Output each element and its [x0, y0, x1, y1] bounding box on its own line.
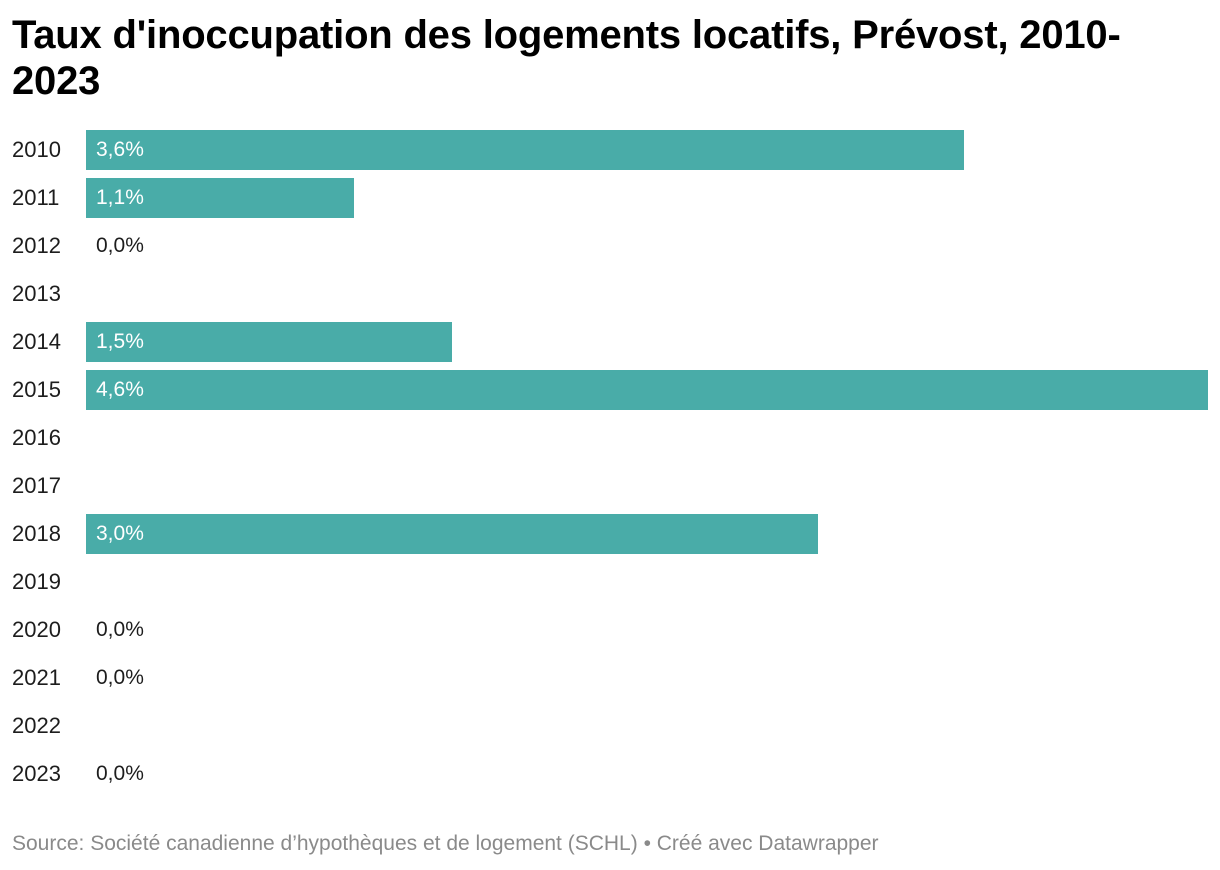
bar [86, 370, 1208, 410]
category-label: 2013 [12, 281, 61, 306]
data-label: 0,0% [96, 762, 144, 785]
bar-row-2017: 2017 [0, 462, 1220, 510]
data-label: 3,0% [96, 522, 144, 545]
bar-row-2010: 2010 3,6% [0, 126, 1220, 174]
category-label: 2014 [12, 329, 61, 354]
category-label: 2015 [12, 377, 61, 402]
bar-row-2018: 2018 3,0% [0, 510, 1220, 558]
bar-row-2011: 2011 1,1% [0, 174, 1220, 222]
chart-title: Taux d'inoccupation des logements locati… [12, 13, 1121, 103]
data-label: 3,6% [96, 138, 144, 161]
bar-row-2023: 2023 0,0% [0, 750, 1220, 798]
data-label: 1,5% [96, 330, 144, 353]
source-note: Source: Société canadienne d’hypothèques… [12, 832, 879, 855]
category-label: 2021 [12, 665, 61, 690]
category-label: 2012 [12, 233, 61, 258]
category-label: 2010 [12, 137, 61, 162]
bar-row-2013: 2013 [0, 270, 1220, 318]
category-label: 2018 [12, 521, 61, 546]
bar-row-2021: 2021 0,0% [0, 654, 1220, 702]
bar-row-2020: 2020 0,0% [0, 606, 1220, 654]
bar-row-2014: 2014 1,5% [0, 318, 1220, 366]
data-label: 4,6% [96, 378, 144, 401]
bar-chart: 2010 3,6% 2011 1,1% 2012 0,0% 2013 2014 1,5% 2015… [0, 126, 1220, 798]
category-label: 2017 [12, 473, 61, 498]
bar-row-2016: 2016 [0, 414, 1220, 462]
category-label: 2022 [12, 713, 61, 738]
category-label: 2023 [12, 761, 61, 786]
bar-row-2022: 2022 [0, 702, 1220, 750]
bar-row-2012: 2012 0,0% [0, 222, 1220, 270]
bar-row-2015: 2015 4,6% [0, 366, 1220, 414]
bar [86, 322, 452, 362]
bar [86, 130, 964, 170]
bar-row-2019: 2019 [0, 558, 1220, 606]
bar [86, 514, 818, 554]
data-label: 0,0% [96, 666, 144, 689]
bar [86, 178, 354, 218]
data-label: 0,0% [96, 618, 144, 641]
category-label: 2016 [12, 425, 61, 450]
data-label: 0,0% [96, 234, 144, 257]
category-label: 2020 [12, 617, 61, 642]
category-label: 2019 [12, 569, 61, 594]
category-label: 2011 [12, 185, 60, 210]
data-label: 1,1% [96, 186, 144, 209]
